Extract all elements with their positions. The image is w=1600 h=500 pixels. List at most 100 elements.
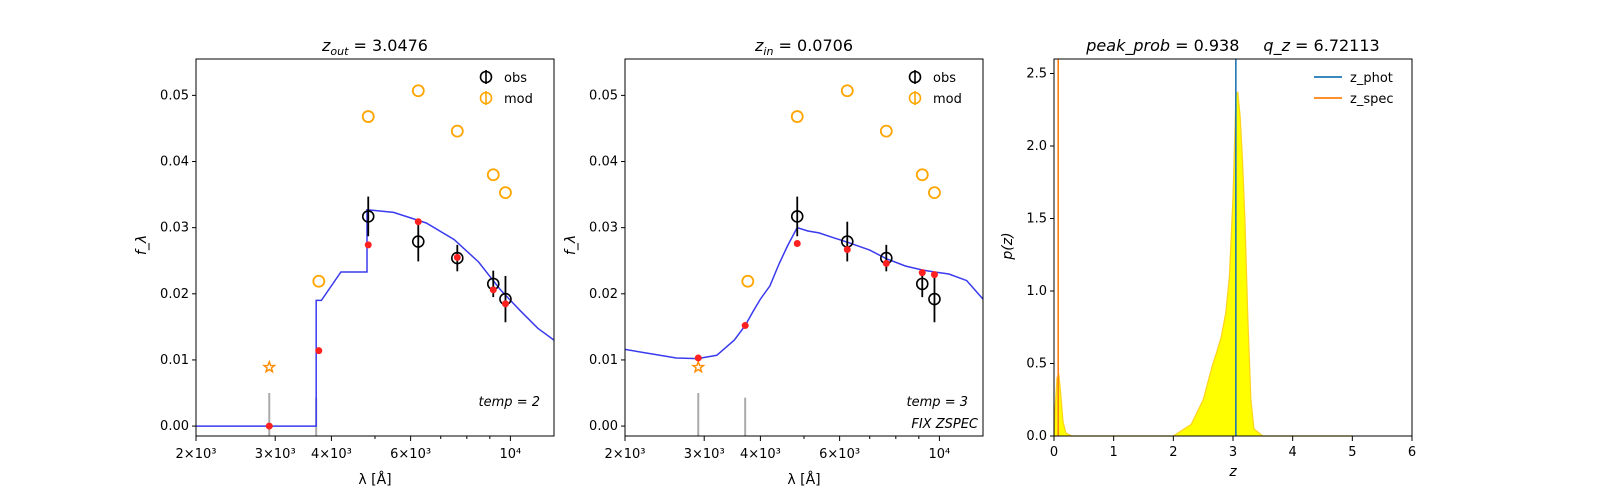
panel-pz: peak_prob = 0.938 q_z = 6.72113 0.0 0.5 1.0… [1000,36,1416,480]
y-tick-label: 2.0 [1026,139,1047,154]
obs-point [411,235,425,248]
model-flux-dot [414,218,422,226]
model-flux-dot [793,240,801,248]
pz-area [1054,92,1353,437]
model-flux-dot [364,241,372,249]
y-tick-label: 1.5 [1026,212,1047,227]
x-axis-label: z [1228,464,1237,480]
legend-marker [908,91,922,105]
y-tick-label: 0.00 [589,419,618,434]
y-tick-label: 0.0 [1026,429,1047,444]
model-flux-dot [741,322,749,330]
x-tick-label: 6 [1408,445,1416,460]
x-tick-label: 6×10³ [390,447,431,462]
panel-title: zin = 0.0706 [754,36,853,58]
y-axis-label: p(z) [1000,232,1016,260]
y-axis-label: f_λ [563,235,579,255]
upper-limit-star [262,359,277,374]
y-tick-label: 0.05 [589,88,618,103]
mod-point [879,124,893,138]
x-tick-label: 2×10³ [176,447,217,462]
legend-label: mod [933,92,962,107]
panel-title: peak_prob = 0.938 q_z = 6.72113 [1085,36,1379,56]
y-tick-label: 0.04 [589,155,618,170]
x-tick-label: 2 [1169,445,1177,460]
axes-frame [624,58,984,437]
x-tick-label: 4 [1289,445,1297,460]
plot-area[interactable]: 0.00 0.01 0.02 0.03 0.04 0.05 2×10³ 3×10³ 4×10³ 6… [160,58,555,462]
y-tick-label: 2.5 [1026,67,1047,82]
x-tick-label: 3 [1229,445,1237,460]
y-tick-label: 0.04 [160,155,189,170]
obs-point [928,292,941,306]
mod-point [361,110,375,123]
template-spectrum-line [624,226,984,360]
y-tick-label: 0.02 [160,287,189,302]
x-tick-label: 10⁴ [500,447,522,462]
model-flux-dot [843,245,851,253]
model-flux-dot [930,271,938,279]
legend-marker [479,91,493,105]
mod-point [411,84,425,98]
model-flux-dot [918,269,926,277]
legend-label: obs [504,71,527,86]
y-axis-label: f_λ [134,235,150,255]
x-tick-label: 4×10³ [740,447,781,462]
obs-point [790,210,804,223]
model-flux-dot [489,286,497,294]
y-tick-label: 0.02 [589,287,618,302]
annotation-temp: temp = 3 [907,395,968,410]
upper-limit-star [691,359,706,374]
panel-z-out: zout = 3.0476 0.00 0.01 0.02 0.03 0.04 0.05 2×… [134,36,555,488]
y-tick-label: 0.01 [589,353,618,368]
x-tick-label: 4×10³ [311,447,352,462]
panel-z-in: zin = 0.0706 0.00 0.01 0.02 0.03 0.04 0.05 2×1… [563,36,984,488]
mod-point [928,186,941,200]
model-flux-dot [694,354,702,362]
legend-label: mod [504,92,533,107]
y-tick-label: 0.00 [160,419,189,434]
mod-point [915,168,929,182]
panel-title: zout = 3.0476 [321,36,428,58]
legend-marker [908,70,922,84]
annotation-temp: temp = 2 [479,395,540,410]
annotation-fix-zspec: FIX ZSPEC [911,417,979,432]
x-tick-label: 6×10³ [819,447,860,462]
template-spectrum-line [196,208,555,427]
mod-point [840,84,854,98]
x-tick-label: 3×10³ [684,447,725,462]
y-tick-label: 0.03 [160,221,189,236]
x-tick-label: 10⁴ [929,447,951,462]
x-axis-label: λ [Å] [358,471,391,488]
model-flux-dot [501,300,509,308]
x-tick-label: 1 [1110,445,1118,460]
plot-area[interactable]: 0.00 0.01 0.02 0.03 0.04 0.05 2×10³ 3×10³ 4×10³ 6… [589,58,984,462]
x-axis-label: λ [Å] [787,471,820,488]
y-tick-label: 0.01 [160,353,189,368]
pz-curve [1053,91,1353,437]
axes-frame [195,58,555,437]
obs-point [915,277,929,291]
mod-point [312,274,326,288]
y-tick-label: 0.05 [160,88,189,103]
y-tick-label: 1.0 [1026,284,1047,299]
obs-point [451,251,464,265]
plot-area[interactable]: 0.0 0.5 1.0 1.5 2.0 2.5 0 1 2 3 4 5 6 z_phot z_spec [1026,58,1416,460]
legend-label: z_spec [1350,92,1394,107]
x-tick-label: 0 [1050,445,1058,460]
legend-marker [479,70,493,84]
model-flux-dot [315,347,323,355]
x-tick-label: 5 [1348,445,1356,460]
model-flux-dot [882,259,890,267]
y-tick-label: 0.03 [589,221,618,236]
obs-point [361,210,375,223]
mod-point [790,110,804,123]
mod-point [499,186,512,200]
model-flux-dot [265,422,273,430]
mod-point [450,124,464,138]
mod-point [486,168,500,182]
legend-label: z_phot [1350,71,1393,86]
model-flux-dot [453,253,461,261]
mod-point [741,274,755,288]
